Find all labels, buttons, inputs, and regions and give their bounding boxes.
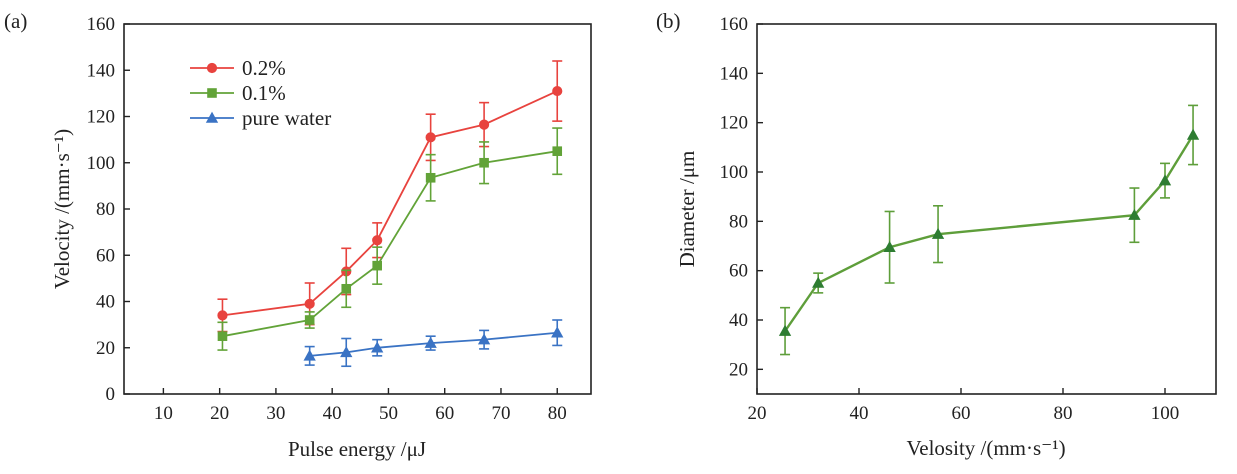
panel-a-label: (a) <box>4 9 27 33</box>
x-tick-label: 10 <box>154 403 173 424</box>
x-tick-label: 80 <box>548 403 567 424</box>
y-tick-label: 0 <box>106 384 116 405</box>
y-tick-label: 160 <box>87 14 116 35</box>
data-point <box>217 310 228 321</box>
data-point <box>372 235 383 246</box>
data-point <box>478 119 490 130</box>
panel-a-velocity-vs-pulse-energy: (a) 10 20 30 40 50 60 70 80 0 20 40 60 80 100 120 140 1… <box>4 9 592 461</box>
legend-marker <box>206 62 218 74</box>
panel-b-label: (b) <box>656 9 681 33</box>
data-point <box>304 315 315 325</box>
y-tick-label: 80 <box>96 199 115 220</box>
x-tick-label: 30 <box>266 403 285 424</box>
y-tick-label: 140 <box>87 60 116 81</box>
panel-a-y-ticks: 0 20 40 60 80 100 120 140 160 <box>87 14 130 405</box>
panel-a-x-axis-title: Pulse energy /μJ <box>288 437 426 461</box>
data-point <box>1186 128 1200 140</box>
y-tick-label: 140 <box>720 63 749 84</box>
legend-item: 0.1% <box>190 81 286 105</box>
series-pure-water <box>303 319 564 368</box>
data-point <box>425 132 436 143</box>
legend-label: 0.1% <box>242 81 286 105</box>
panel-b-y-axis-title: Diameter /μm <box>675 151 699 268</box>
data-point <box>479 157 489 168</box>
data-point <box>552 85 563 97</box>
data-point <box>425 172 436 183</box>
panel-b-x-axis-title: Velosity /(mm·s⁻¹) <box>906 436 1065 460</box>
x-tick-label: 60 <box>952 403 971 424</box>
panel-b-x-ticks: 20 40 60 80 100 <box>748 388 1180 424</box>
data-point <box>304 298 315 309</box>
y-tick-label: 120 <box>87 107 116 128</box>
panel-b-series <box>778 104 1200 356</box>
series-line-0 <box>778 104 1200 356</box>
series-0-1- <box>217 127 563 351</box>
x-tick-label: 80 <box>1054 403 1073 424</box>
data-point <box>340 346 353 358</box>
legend-item: pure water <box>190 106 331 130</box>
legend-label: 0.2% <box>242 56 286 80</box>
x-tick-label: 70 <box>491 403 510 424</box>
data-point <box>551 326 564 338</box>
data-point <box>1128 208 1141 220</box>
data-point <box>341 283 352 294</box>
data-point <box>477 333 491 345</box>
y-tick-label: 40 <box>729 310 748 331</box>
y-tick-label: 20 <box>729 359 748 380</box>
y-tick-label: 100 <box>87 153 116 174</box>
x-tick-label: 20 <box>210 403 229 424</box>
panel-b-plot-frame <box>756 23 1217 395</box>
legend-item: 0.2% <box>190 56 286 80</box>
x-tick-label: 40 <box>323 403 342 424</box>
data-point <box>372 260 382 271</box>
y-tick-label: 160 <box>720 14 749 35</box>
x-tick-label: 20 <box>748 403 767 424</box>
data-point <box>1158 174 1172 186</box>
panel-a-y-axis-title: Velocity /(mm·s⁻¹) <box>50 129 74 289</box>
data-point <box>778 324 792 336</box>
panel-a-x-ticks: 10 20 30 40 50 60 70 80 <box>154 388 567 424</box>
data-point <box>217 331 228 341</box>
y-tick-label: 40 <box>96 292 115 313</box>
x-tick-label: 60 <box>435 403 454 424</box>
y-tick-label: 60 <box>729 261 748 282</box>
panel-a-series <box>217 60 564 368</box>
x-tick-label: 40 <box>850 403 869 424</box>
series-line <box>309 331 558 357</box>
panel-a-legend: 0.2%0.1%pure water <box>190 56 331 130</box>
x-tick-label: 50 <box>379 403 398 424</box>
legend-marker <box>207 88 217 98</box>
data-point <box>552 146 563 156</box>
y-tick-label: 80 <box>729 211 748 232</box>
data-point <box>371 341 384 353</box>
panel-a-plot-frame <box>123 23 592 395</box>
panel-b-y-ticks: 20 40 60 80 100 120 140 160 <box>720 14 763 380</box>
y-tick-label: 100 <box>720 162 749 183</box>
y-tick-label: 20 <box>96 338 115 359</box>
legend-marker <box>205 111 219 123</box>
legend-label: pure water <box>242 106 331 130</box>
data-point <box>812 276 825 288</box>
y-tick-label: 60 <box>96 245 115 266</box>
y-tick-label: 120 <box>720 113 749 134</box>
data-point <box>424 336 437 348</box>
x-tick-label: 100 <box>1151 403 1180 424</box>
data-point <box>883 240 896 252</box>
panel-b-diameter-vs-velocity: (b) 20 40 60 80 100 20 40 60 80 100 120 140 160 Vel… <box>656 9 1217 460</box>
data-point <box>931 227 945 239</box>
series-line <box>784 134 1195 332</box>
data-point <box>303 349 316 361</box>
